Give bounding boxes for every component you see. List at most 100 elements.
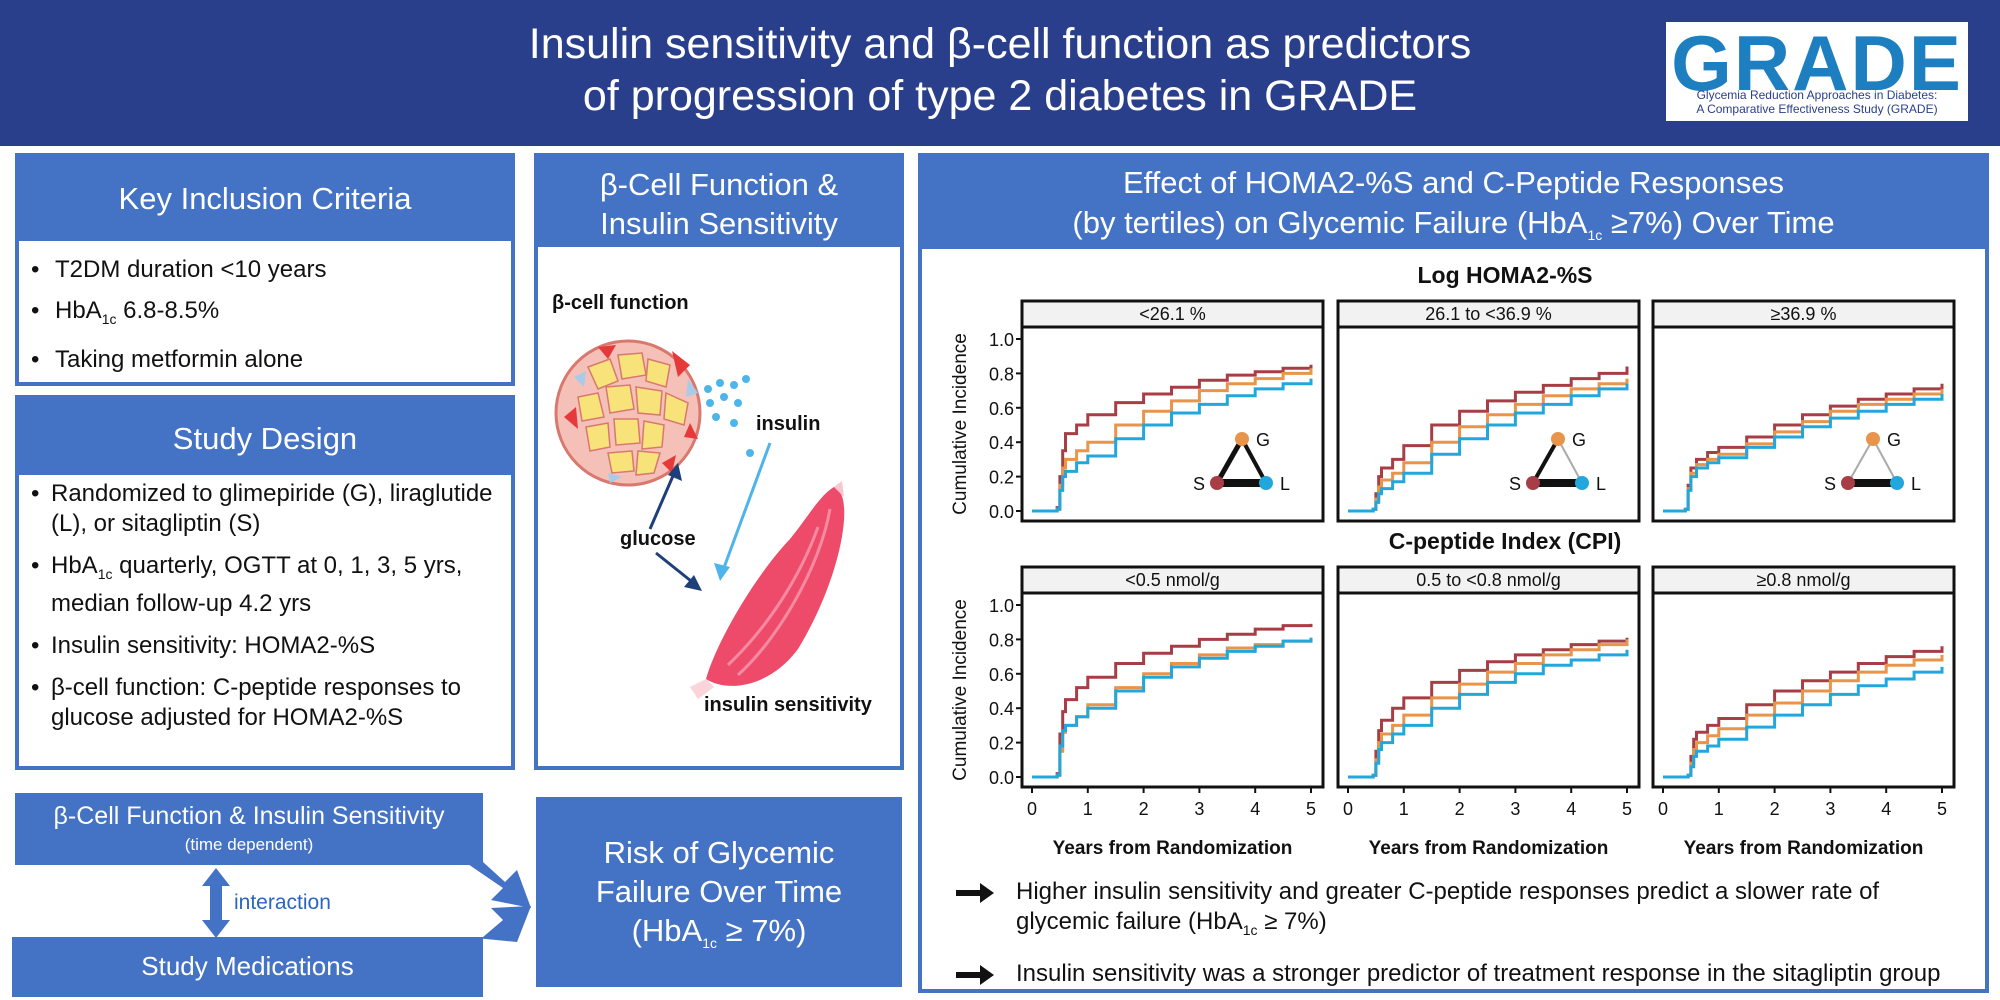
title-line-2: of progression of type 2 diabetes in GRA…	[582, 72, 1418, 120]
conclusion-1-line-1: Higher insulin sensitivity and greater C…	[1016, 878, 1880, 905]
flow-box-beta-insulin: β-Cell Function & Insulin Sensitivity (t…	[15, 793, 483, 865]
design-title: Study Design	[172, 421, 358, 456]
network-label-G: G	[1887, 430, 1901, 450]
network-label-G: G	[1572, 430, 1586, 450]
series-line-L	[1032, 378, 1313, 513]
network-edge-SG	[1847, 438, 1874, 484]
risk-box: Risk of Glycemic Failure Over Time (HbA1…	[536, 797, 902, 987]
panel-label: 26.1 to <36.9 %	[1425, 304, 1552, 324]
panel-label: <0.5 nmol/g	[1125, 570, 1220, 590]
medications-to-risk-arrow-icon	[465, 906, 531, 942]
design-panel: Study Design Randomized to glimepiride (…	[15, 395, 515, 770]
design-item: β-cell function: C-peptide responses to …	[19, 673, 497, 733]
flow-box-beta-title: β-Cell Function & Insulin Sensitivity	[53, 802, 445, 830]
y-axis-label: Cumulative Incidence	[950, 599, 971, 781]
flow-arrows	[202, 862, 531, 942]
logo-wordmark: GRADE	[1671, 19, 1963, 107]
network-edge-GL	[1557, 438, 1583, 484]
x-tick-label: 1	[1083, 799, 1093, 819]
conclusion-item: Insulin sensitivity was a stronger predi…	[956, 959, 1976, 989]
x-tick-label: 5	[1622, 799, 1632, 819]
logo-subtitle-line-2: A Comparative Effectiveness Study (GRADE…	[1696, 102, 1938, 116]
x-tick-label: 2	[1139, 799, 1149, 819]
x-tick-label: 3	[1825, 799, 1835, 819]
glucose-to-cell-arrow-icon	[648, 463, 682, 530]
beta-panel: β-Cell Function & Insulin Sensitivity β-…	[534, 153, 904, 770]
network-node-G	[1866, 432, 1880, 446]
x-tick-label: 3	[1510, 799, 1520, 819]
panel-label: <26.1 %	[1139, 304, 1206, 324]
network-label-L: L	[1280, 474, 1290, 494]
glucose-label: glucose	[620, 528, 696, 550]
conclusion-item: Higher insulin sensitivity and greater C…	[956, 877, 1976, 945]
panel-label: ≥36.9 %	[1771, 304, 1837, 324]
panel-strip	[1336, 565, 1641, 595]
y-tick-label: 0.2	[989, 734, 1014, 754]
insulin-granules-icon	[704, 375, 754, 457]
insulin-label: insulin	[756, 413, 820, 435]
series-line-L	[1348, 649, 1629, 779]
network-node-L	[1890, 476, 1904, 490]
conclusions: Higher insulin sensitivity and greater C…	[956, 877, 1976, 989]
title-line-1: Insulin sensitivity and β-cell function …	[528, 20, 1472, 68]
network-label-L: L	[1911, 474, 1921, 494]
beta-body: β-cell function	[538, 247, 900, 766]
y-tick-label: 0.0	[989, 502, 1014, 522]
network-label-S: S	[1509, 474, 1521, 494]
inclusion-item: Taking metformin alone	[19, 345, 511, 375]
y-tick-label: 0.0	[989, 768, 1014, 788]
x-tick-label: 1	[1399, 799, 1409, 819]
muscle-icon	[690, 481, 845, 699]
series-line-L	[1348, 383, 1629, 513]
y-axis-label: Cumulative Incidence	[950, 333, 971, 515]
conclusion-2: Insulin sensitivity was a stronger predi…	[1016, 959, 1941, 987]
x-tick-label: 4	[1250, 799, 1260, 819]
x-tick-label: 5	[1937, 799, 1947, 819]
effect-title: Effect of HOMA2-%S and C-Peptide Respons…	[918, 163, 1989, 255]
beta-title-line-2: Insulin Sensitivity	[600, 206, 838, 241]
flow-box-medications: Study Medications	[12, 937, 483, 997]
y-tick-label: 0.2	[989, 468, 1014, 488]
beta-cell-label: β-cell function	[552, 292, 689, 314]
glucose-to-muscle-arrow-icon	[655, 551, 702, 591]
inclusion-item: HbA1c 6.8-8.5%	[19, 296, 511, 334]
y-tick-label: 0.6	[989, 399, 1014, 419]
x-tick-label: 0	[1027, 799, 1037, 819]
interaction-arrow-icon	[202, 868, 230, 938]
inclusion-panel: Key Inclusion Criteria T2DM duration <10…	[15, 153, 515, 386]
network-label-S: S	[1193, 474, 1205, 494]
y-tick-label: 0.8	[989, 364, 1014, 384]
row-title: C-peptide Index (CPI)	[1389, 528, 1622, 554]
x-axis-label: Years from Randomization	[1053, 838, 1293, 859]
network-node-L	[1259, 476, 1273, 490]
x-tick-label: 1	[1714, 799, 1724, 819]
right-arrow-icon	[956, 964, 994, 985]
inclusion-body: T2DM duration <10 years HbA1c 6.8-8.5% T…	[19, 241, 511, 382]
design-item: Randomized to glimepiride (G), liragluti…	[19, 479, 497, 539]
network-node-S	[1526, 476, 1540, 490]
x-axis-label: Years from Randomization	[1369, 838, 1609, 859]
x-tick-label: 2	[1455, 799, 1465, 819]
y-tick-label: 0.6	[989, 665, 1014, 685]
x-tick-label: 3	[1194, 799, 1204, 819]
y-tick-label: 0.8	[989, 630, 1014, 650]
insulin-sensitivity-label: insulin sensitivity	[704, 694, 873, 716]
inclusion-title: Key Inclusion Criteria	[118, 181, 412, 216]
design-item: Insulin sensitivity: HOMA2-%S	[19, 631, 497, 661]
panel-strip	[1651, 299, 1956, 329]
panel-label: 0.5 to <0.8 nmol/g	[1416, 570, 1561, 590]
y-tick-label: 1.0	[989, 330, 1014, 350]
risk-line-1: Risk of Glycemic	[603, 835, 835, 870]
series-line-L	[1663, 666, 1944, 779]
panel-frame	[1020, 591, 1325, 789]
beta-title: β-Cell Function & Insulin Sensitivity	[534, 165, 904, 243]
km-chart: Log HOMA2-%S Cumulative Incidence 0.0 0.2 0.…	[950, 262, 1956, 859]
row-title: Log HOMA2-%S	[1417, 262, 1592, 288]
series-line-L	[1032, 637, 1313, 779]
network-label-L: L	[1596, 474, 1606, 494]
panel-strip	[1020, 299, 1325, 329]
x-tick-label: 2	[1770, 799, 1780, 819]
flow-box-beta-subtitle: (time dependent)	[184, 835, 314, 854]
network-edge-SG	[1214, 437, 1245, 485]
interaction-label: interaction	[234, 891, 331, 914]
